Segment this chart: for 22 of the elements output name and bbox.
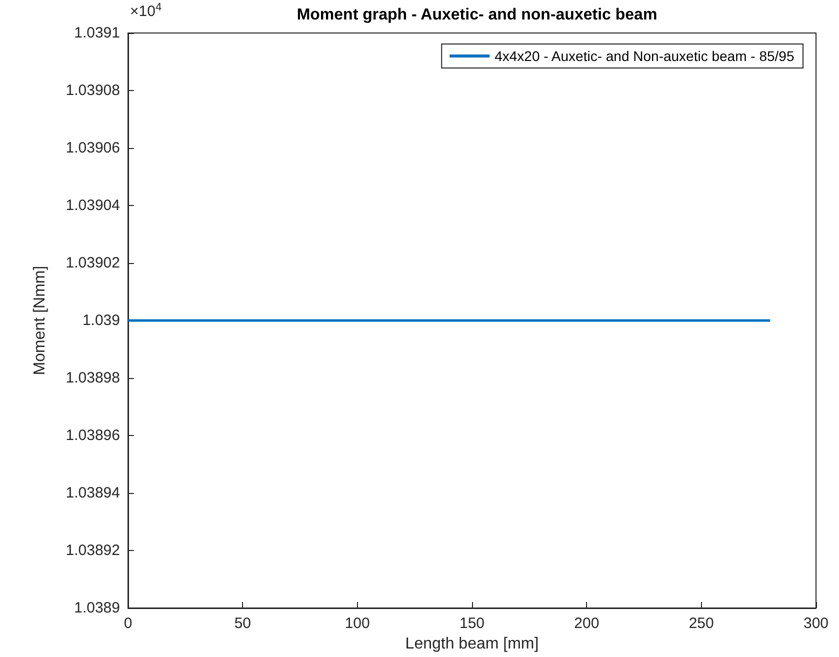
y-tick-label: 1.03896 [66, 427, 120, 444]
x-tick-label: 150 [459, 615, 485, 632]
chart-title: Moment graph - Auxetic- and non-auxetic beam [296, 6, 658, 24]
y-tick-label: 1.03892 [66, 542, 120, 559]
y-tick-label: 1.03902 [66, 254, 120, 272]
y-axis-title: Moment [Nmm] [32, 266, 48, 376]
y-tick-label: 1.03908 [66, 82, 120, 99]
y-tick-label: 1.0391 [74, 24, 120, 42]
x-axis-title: Length beam [mm] [405, 636, 539, 652]
x-tick-label: 0 [124, 615, 132, 632]
x-tick-label: 50 [234, 615, 252, 632]
y-tick-label: 1.03894 [66, 484, 120, 502]
y-tick-label: 1.0389 [74, 600, 120, 616]
x-tick-label: 250 [688, 615, 714, 632]
y-tick-label: 1.03898 [66, 370, 120, 386]
y-tick-label: 1.039 [82, 312, 120, 329]
x-tick-label: 300 [803, 615, 829, 632]
x-tick-label: 200 [574, 615, 600, 632]
y-tick-label: 1.03906 [66, 140, 120, 156]
y-tick-label: 1.03904 [66, 197, 120, 214]
legend-label: 4x4x20 - Auxetic- and Non-auxetic beam - 85/95 [494, 48, 794, 64]
x-tick-label: 100 [344, 615, 370, 632]
